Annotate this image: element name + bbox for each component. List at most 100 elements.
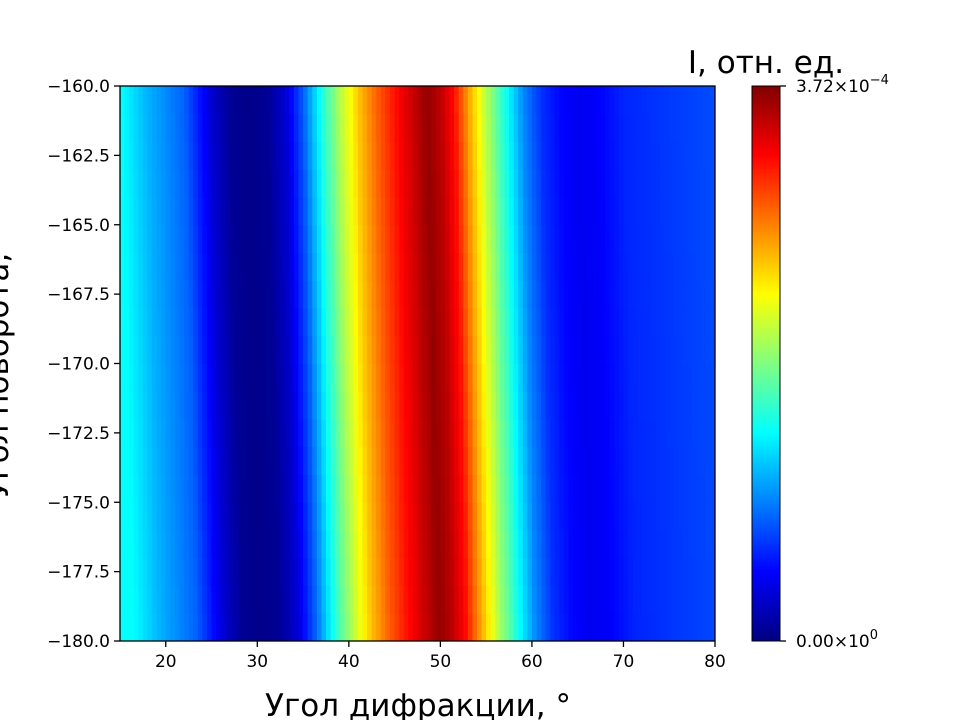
heatmap-cell xyxy=(261,169,268,198)
heatmap-cell xyxy=(390,530,396,559)
heatmap-cell xyxy=(399,141,405,170)
heatmap-cell xyxy=(705,474,712,503)
heatmap-cell xyxy=(380,446,387,476)
heatmap-cell xyxy=(454,474,460,503)
heatmap-cell xyxy=(348,169,355,198)
heatmap-cell xyxy=(664,335,670,365)
heatmap-cell xyxy=(596,474,602,503)
heatmap-cell xyxy=(435,530,441,559)
heatmap-cell xyxy=(550,113,556,143)
heatmap-cell xyxy=(522,86,528,115)
heatmap-cell xyxy=(477,391,483,420)
heatmap-cell xyxy=(161,474,167,503)
heatmap-cell xyxy=(321,613,327,641)
heatmap-cell xyxy=(138,308,144,337)
heatmap-cell xyxy=(362,141,368,170)
heatmap-cell xyxy=(641,530,647,559)
heatmap-cell xyxy=(202,141,208,170)
heatmap-cell xyxy=(591,557,597,587)
heatmap-cell xyxy=(650,335,657,365)
heatmap-cell xyxy=(147,113,153,143)
heatmap-cell xyxy=(591,252,597,281)
heatmap-cell xyxy=(303,419,309,448)
heatmap-cell xyxy=(353,141,359,170)
heatmap-cell xyxy=(188,280,194,309)
heatmap-cell xyxy=(289,363,295,392)
heatmap-cell xyxy=(211,391,217,420)
heatmap-cell xyxy=(536,308,542,337)
heatmap-cell xyxy=(577,446,583,476)
heatmap-cell xyxy=(678,308,684,337)
heatmap-cell xyxy=(573,252,579,281)
heatmap-cell xyxy=(696,391,702,420)
heatmap-cell xyxy=(220,585,226,614)
heatmap-cell xyxy=(531,419,538,448)
heatmap-cell xyxy=(312,613,318,641)
heatmap-cell xyxy=(120,141,126,170)
heatmap-cell xyxy=(623,335,629,365)
heatmap-cell xyxy=(348,613,355,641)
heatmap-cell xyxy=(358,419,364,448)
heatmap-cell xyxy=(316,224,322,254)
heatmap-cell xyxy=(152,474,158,503)
heatmap-cell xyxy=(330,141,336,170)
heatmap-cell xyxy=(609,141,615,170)
heatmap-cell xyxy=(399,86,405,115)
heatmap-cell xyxy=(563,308,570,337)
heatmap-cell xyxy=(692,86,698,115)
heatmap-cell xyxy=(147,419,153,448)
heatmap-cell xyxy=(220,280,226,309)
heatmap-cell xyxy=(472,113,478,143)
heatmap-cell xyxy=(289,141,295,170)
heatmap-cell xyxy=(536,197,542,226)
heatmap-cell xyxy=(554,280,560,309)
heatmap-cell xyxy=(687,141,693,170)
heatmap-cell xyxy=(701,557,707,587)
heatmap-cell xyxy=(193,419,199,448)
heatmap-cell xyxy=(426,224,432,254)
heatmap-cell xyxy=(266,557,272,587)
heatmap-cell xyxy=(280,335,286,365)
heatmap-cell xyxy=(458,363,464,392)
heatmap-cell xyxy=(380,474,387,503)
heatmap-cell xyxy=(371,224,377,254)
heatmap-cell xyxy=(284,613,290,641)
heatmap-cell xyxy=(472,557,478,587)
heatmap-cell xyxy=(220,86,226,115)
heatmap-cell xyxy=(577,169,583,198)
heatmap-cell xyxy=(161,252,167,281)
heatmap-cell xyxy=(133,308,139,337)
heatmap-cell xyxy=(321,474,327,503)
heatmap-cell xyxy=(120,502,126,531)
heatmap-cell xyxy=(193,613,199,641)
heatmap-cell xyxy=(211,224,217,254)
heatmap-cell xyxy=(124,141,130,170)
heatmap-cell xyxy=(692,391,698,420)
heatmap-cell xyxy=(271,280,277,309)
heatmap-cell xyxy=(307,280,313,309)
heatmap-cell xyxy=(486,169,492,198)
heatmap-cell xyxy=(678,141,684,170)
heatmap-cell xyxy=(170,502,176,531)
heatmap-cell xyxy=(293,252,300,281)
heatmap-cell xyxy=(682,224,689,254)
heatmap-cell xyxy=(609,446,615,476)
heatmap-cell xyxy=(234,308,240,337)
heatmap-cell xyxy=(481,391,487,420)
heatmap-cell xyxy=(664,363,670,392)
heatmap-cell xyxy=(577,141,583,170)
heatmap-cell xyxy=(316,391,322,420)
heatmap-cell xyxy=(234,113,240,143)
heatmap-cell xyxy=(399,335,405,365)
heatmap-cell xyxy=(632,613,638,641)
heatmap-cell xyxy=(481,585,487,614)
heatmap-cell xyxy=(161,446,167,476)
heatmap-cell xyxy=(120,613,126,641)
heatmap-cell xyxy=(239,585,245,614)
heatmap-cell xyxy=(701,308,707,337)
heatmap-cell xyxy=(390,446,396,476)
heatmap-cell xyxy=(563,252,570,281)
heatmap-cell xyxy=(650,252,657,281)
heatmap-cell xyxy=(380,169,387,198)
heatmap-cell xyxy=(682,280,689,309)
